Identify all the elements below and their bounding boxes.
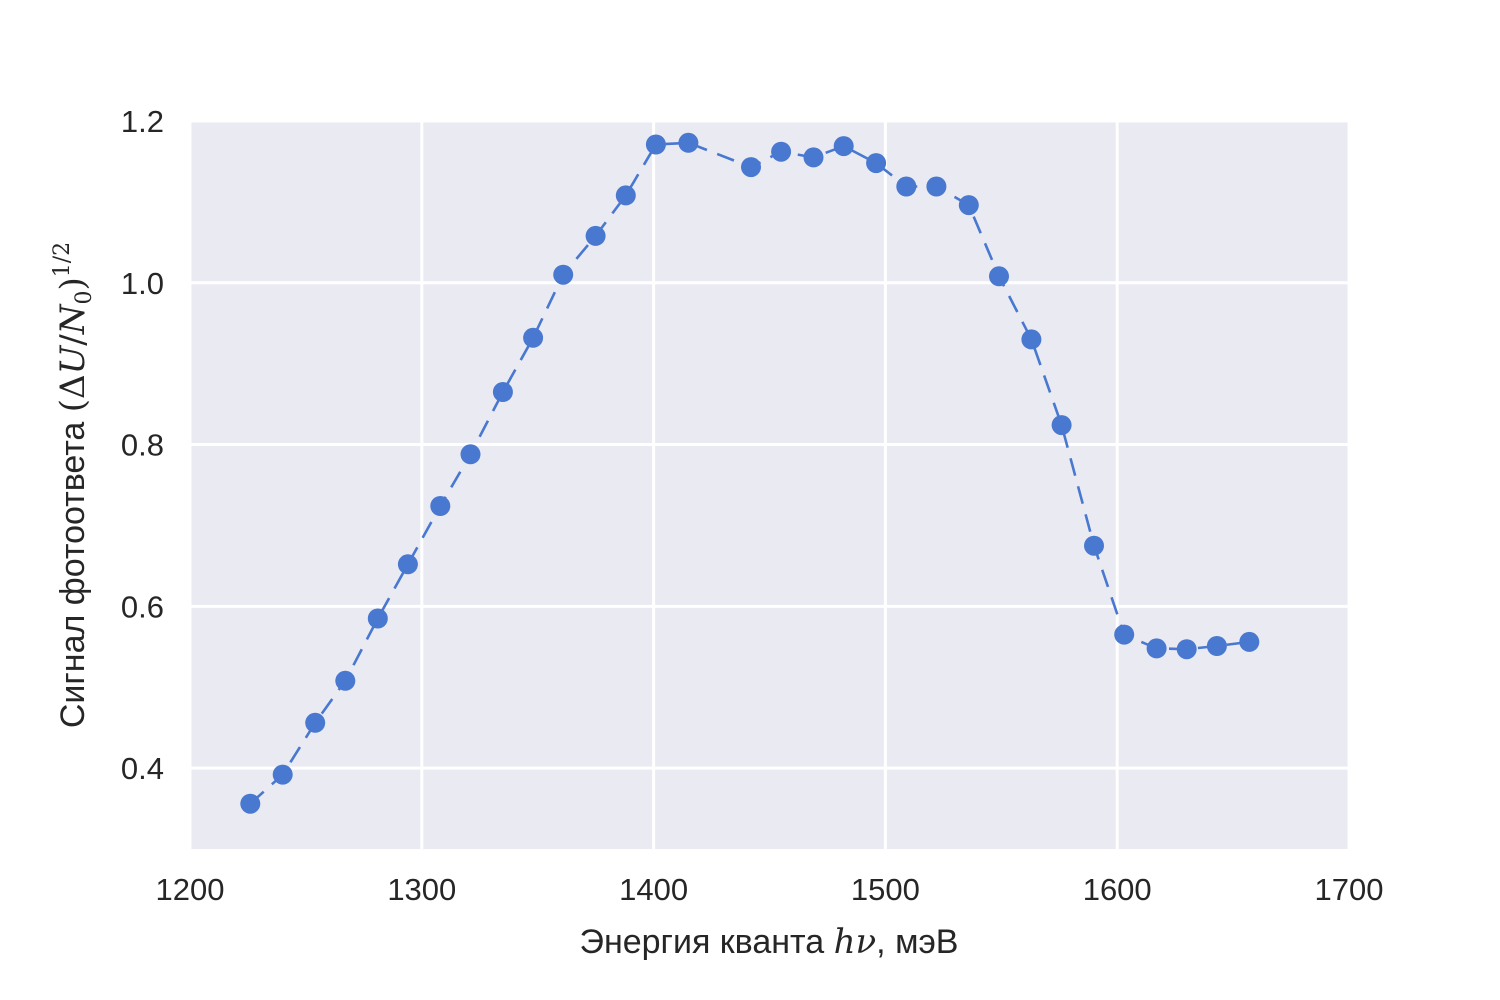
data-point — [926, 176, 947, 197]
data-point — [585, 225, 606, 246]
data-point — [1084, 535, 1104, 556]
data-point — [615, 185, 636, 206]
data-point — [1051, 415, 1072, 436]
y-tick-label: 0.8 — [121, 428, 164, 463]
data-point — [430, 496, 451, 516]
x-tick-label: 1600 — [1083, 872, 1152, 907]
data-point — [1239, 631, 1260, 652]
y-axis-label-u: U — [53, 344, 93, 374]
data-point — [1021, 329, 1042, 350]
data-point — [397, 554, 418, 575]
data-point — [645, 134, 666, 155]
data-point — [335, 670, 356, 691]
data-point — [523, 327, 544, 348]
x-axis-label-suffix: , мэВ — [876, 923, 958, 961]
data-point — [240, 793, 261, 814]
x-axis-ticks: 1200 1300 1400 1500 1600 1700 — [156, 872, 1384, 907]
data-point — [866, 153, 887, 174]
series-line — [249, 141, 1250, 805]
data-point — [367, 608, 388, 629]
x-tick-label: 1300 — [387, 872, 456, 907]
x-axis-label-symbol-nu: ν — [856, 922, 877, 962]
y-axis-label: Сигнал фотоответа (ΔU/N0)1/2 — [50, 242, 97, 728]
x-tick-label: 1200 — [156, 872, 225, 907]
plot-area — [190, 121, 1349, 849]
y-axis-label-superscript: 1/2 — [50, 242, 75, 277]
data-point — [678, 132, 699, 153]
x-tick-label: 1400 — [619, 872, 688, 907]
y-axis-label-n: N — [53, 303, 93, 335]
y-tick-label: 1.2 — [121, 104, 164, 139]
y-tick-label: 0.4 — [121, 751, 164, 786]
y-axis-ticks: 0.4 0.6 0.8 1.0 1.2 — [121, 104, 164, 786]
x-axis-label-prefix: Энергия кванта — [580, 923, 834, 961]
y-tick-label: 1.0 — [121, 266, 164, 301]
data-series — [240, 132, 1260, 814]
y-tick-label: 0.6 — [121, 589, 164, 624]
data-point — [989, 266, 1009, 287]
data-point — [1176, 639, 1197, 660]
y-axis-label-prefix: Сигнал фотоответа — [54, 412, 92, 728]
data-point — [1114, 624, 1135, 645]
data-point — [741, 157, 761, 178]
grid-lines — [188, 119, 1351, 849]
x-tick-label: 1500 — [851, 872, 920, 907]
data-point — [272, 764, 293, 785]
x-axis-label: Энергия кванта hν, мэВ — [580, 922, 959, 962]
data-point — [1206, 636, 1227, 656]
data-point — [958, 195, 979, 216]
y-axis-label-open: (Δ — [53, 374, 93, 412]
data-point — [460, 444, 481, 465]
y-axis-label-close: ) — [53, 277, 93, 290]
data-point — [1146, 638, 1167, 659]
y-axis-label-subscript: 0 — [72, 291, 97, 305]
x-axis-label-symbol-h: h — [834, 922, 856, 962]
data-point — [771, 141, 792, 162]
y-axis-label-slash: / — [53, 334, 93, 346]
x-tick-label: 1700 — [1315, 872, 1384, 907]
data-point — [833, 136, 854, 157]
data-point — [305, 712, 326, 733]
data-point — [553, 264, 574, 285]
data-point — [803, 147, 824, 168]
data-point — [492, 382, 513, 402]
data-point — [896, 176, 917, 197]
